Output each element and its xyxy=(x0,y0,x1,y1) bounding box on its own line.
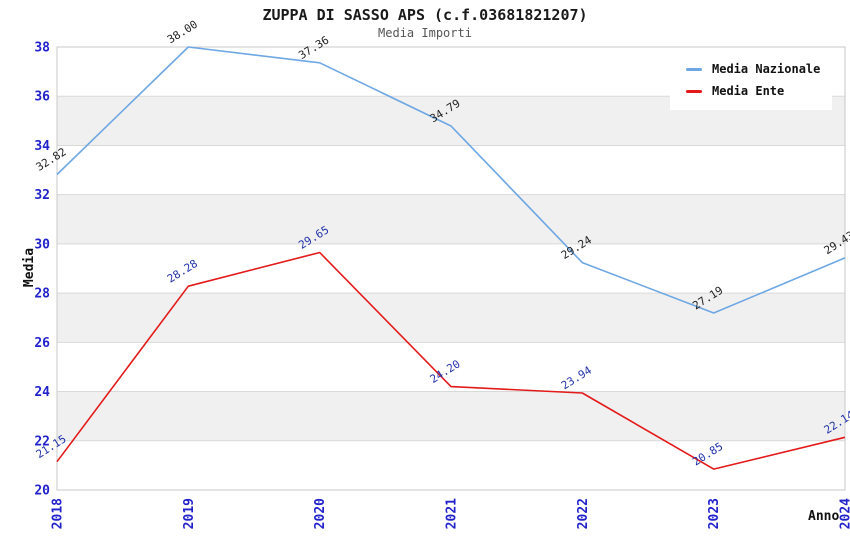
plot-border xyxy=(56,46,846,491)
x-tick-label: 2021 xyxy=(445,498,460,529)
x-tick-label: 2018 xyxy=(51,498,66,529)
legend-label: Media Ente xyxy=(712,84,785,98)
x-tick-label: 2019 xyxy=(182,498,197,529)
plot-band xyxy=(57,342,845,392)
y-tick-label: 36 xyxy=(34,90,50,105)
y-tick-label: 30 xyxy=(34,237,50,252)
plot-band xyxy=(57,145,845,195)
y-axis-title: Media xyxy=(22,247,38,288)
y-tick-label: 22 xyxy=(34,434,50,449)
legend-item-media-ente: Media Ente xyxy=(686,84,820,98)
legend-line-icon xyxy=(686,67,702,71)
y-tick-label: 38 xyxy=(34,41,50,56)
series-line-media-nazionale xyxy=(56,46,846,314)
plot-band xyxy=(57,440,845,490)
chart-subtitle: Media Importi xyxy=(378,26,472,40)
plot-band xyxy=(57,243,845,294)
legend-line-icon xyxy=(686,89,702,93)
chart-title: ZUPPA DI SASSO APS (c.f.03681821207) xyxy=(262,6,588,24)
y-tick-label: 24 xyxy=(34,385,50,400)
x-tick-label: 2020 xyxy=(313,498,328,529)
x-tick-label: 2022 xyxy=(576,498,591,529)
legend-label: Media Nazionale xyxy=(712,62,821,76)
x-tick-label: 2023 xyxy=(707,498,722,529)
legend-item-media-nazionale: Media Nazionale xyxy=(686,62,820,76)
x-axis-title: Anno xyxy=(808,509,840,524)
plot-band xyxy=(57,391,845,441)
plot-band xyxy=(57,194,845,244)
y-tick-label: 32 xyxy=(34,188,50,203)
plot-band xyxy=(57,293,845,343)
y-tick-label: 34 xyxy=(34,139,50,154)
y-tick-label: 26 xyxy=(34,336,50,351)
legend: Media Nazionale Media Ente xyxy=(670,50,833,110)
series-line-media-ente xyxy=(56,251,846,470)
x-tick-label: 2024 xyxy=(839,498,850,529)
y-tick-label: 28 xyxy=(34,287,50,302)
y-tick-label: 20 xyxy=(34,484,50,499)
